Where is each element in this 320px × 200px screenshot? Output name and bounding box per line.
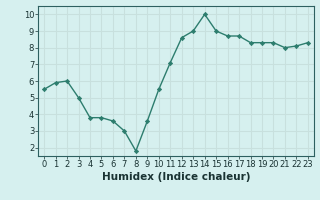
- X-axis label: Humidex (Indice chaleur): Humidex (Indice chaleur): [102, 172, 250, 182]
